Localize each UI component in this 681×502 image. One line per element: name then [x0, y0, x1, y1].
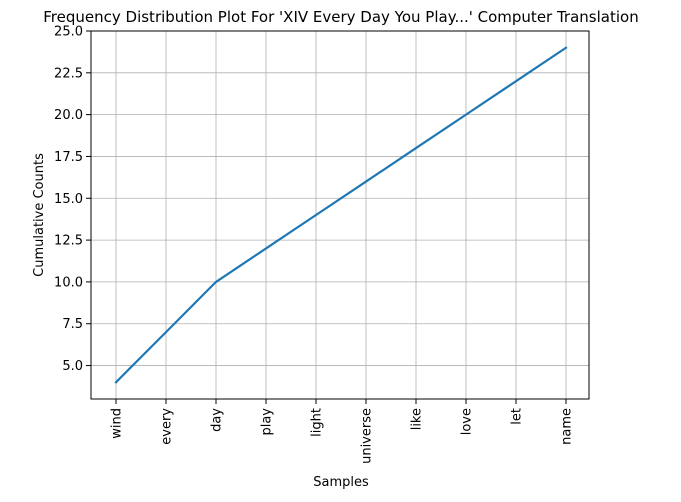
grid-lines — [91, 30, 589, 399]
series-line-group — [114, 46, 568, 384]
x-tick-label: wind — [110, 408, 125, 439]
plot-area-frame — [90, 30, 590, 400]
y-tick-label: 15.0 — [54, 192, 83, 207]
y-tick-label: 17.5 — [54, 150, 83, 165]
y-tick-label: 25.0 — [54, 25, 83, 40]
x-axis-label: Samples — [313, 475, 369, 490]
y-tick-label: 22.5 — [54, 66, 83, 81]
y-tick-label: 12.5 — [54, 234, 83, 249]
x-tick-label: let — [510, 408, 525, 425]
x-tick-label: like — [410, 408, 425, 430]
y-axis-ticks: 5.0 7.5 10.0 12.5 15.0 17.5 20.0 22.5 25.0 — [54, 25, 91, 374]
x-tick-label: every — [160, 408, 175, 445]
y-tick-label: 5.0 — [62, 359, 83, 374]
x-tick-label: day — [210, 408, 225, 432]
x-axis-ticks: wind every day play light universe like love let… — [110, 399, 575, 464]
x-tick-label: light — [310, 408, 325, 437]
y-tick-label: 10.0 — [54, 275, 83, 290]
chart-title: Frequency Distribution Plot For 'XIV Eve… — [43, 8, 638, 26]
x-tick-label: love — [460, 408, 475, 435]
y-tick-label: 7.5 — [62, 317, 83, 332]
x-tick-label: universe — [360, 408, 375, 464]
series-line — [114, 46, 568, 384]
x-tick-label: name — [560, 408, 575, 445]
y-tick-label: 20.0 — [54, 108, 83, 123]
x-tick-label: play — [260, 408, 275, 436]
y-axis-label: Cumulative Counts — [32, 153, 47, 277]
